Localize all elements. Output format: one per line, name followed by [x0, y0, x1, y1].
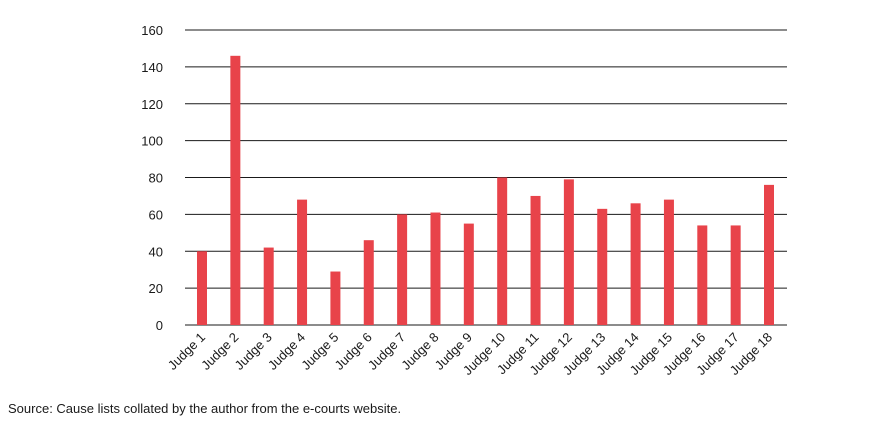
bar-judge-14: [630, 203, 641, 325]
y-tick-label: 140: [141, 60, 163, 75]
bar-judge-15: [663, 199, 674, 325]
bar-judge-7: [397, 214, 408, 325]
bar-judge-3: [263, 247, 274, 325]
bar-judge-17: [730, 225, 741, 325]
bar-judge-5: [330, 271, 341, 325]
bar-judge-2: [230, 55, 241, 325]
bar-judge-12: [563, 179, 574, 325]
bar-judge-10: [497, 177, 508, 325]
y-tick-label: 160: [141, 23, 163, 38]
bar-judge-8: [430, 212, 441, 325]
y-tick-label: 0: [156, 318, 163, 333]
y-tick-label: 60: [149, 207, 163, 222]
y-axis-ticks: 0 20 40 60 80 100 120 140 160: [141, 23, 163, 333]
y-tick-label: 80: [149, 171, 163, 186]
bar-judge-13: [597, 208, 608, 325]
bar-judge-16: [697, 225, 708, 325]
bar-judge-6: [363, 240, 374, 325]
bar-judge-11: [530, 195, 541, 325]
bar-judge-18: [764, 184, 774, 325]
bar-judge-1: [197, 251, 207, 325]
y-tick-label: 40: [149, 244, 163, 259]
bar-judge-9: [463, 223, 474, 325]
source-note: Source: Cause lists collated by the auth…: [8, 401, 402, 416]
y-tick-label: 120: [141, 97, 163, 112]
y-tick-label: 100: [141, 134, 163, 149]
gridlines: [185, 29, 787, 326]
bar-judge-4: [297, 199, 308, 325]
y-tick-label: 20: [149, 281, 163, 296]
bars: [197, 55, 774, 325]
